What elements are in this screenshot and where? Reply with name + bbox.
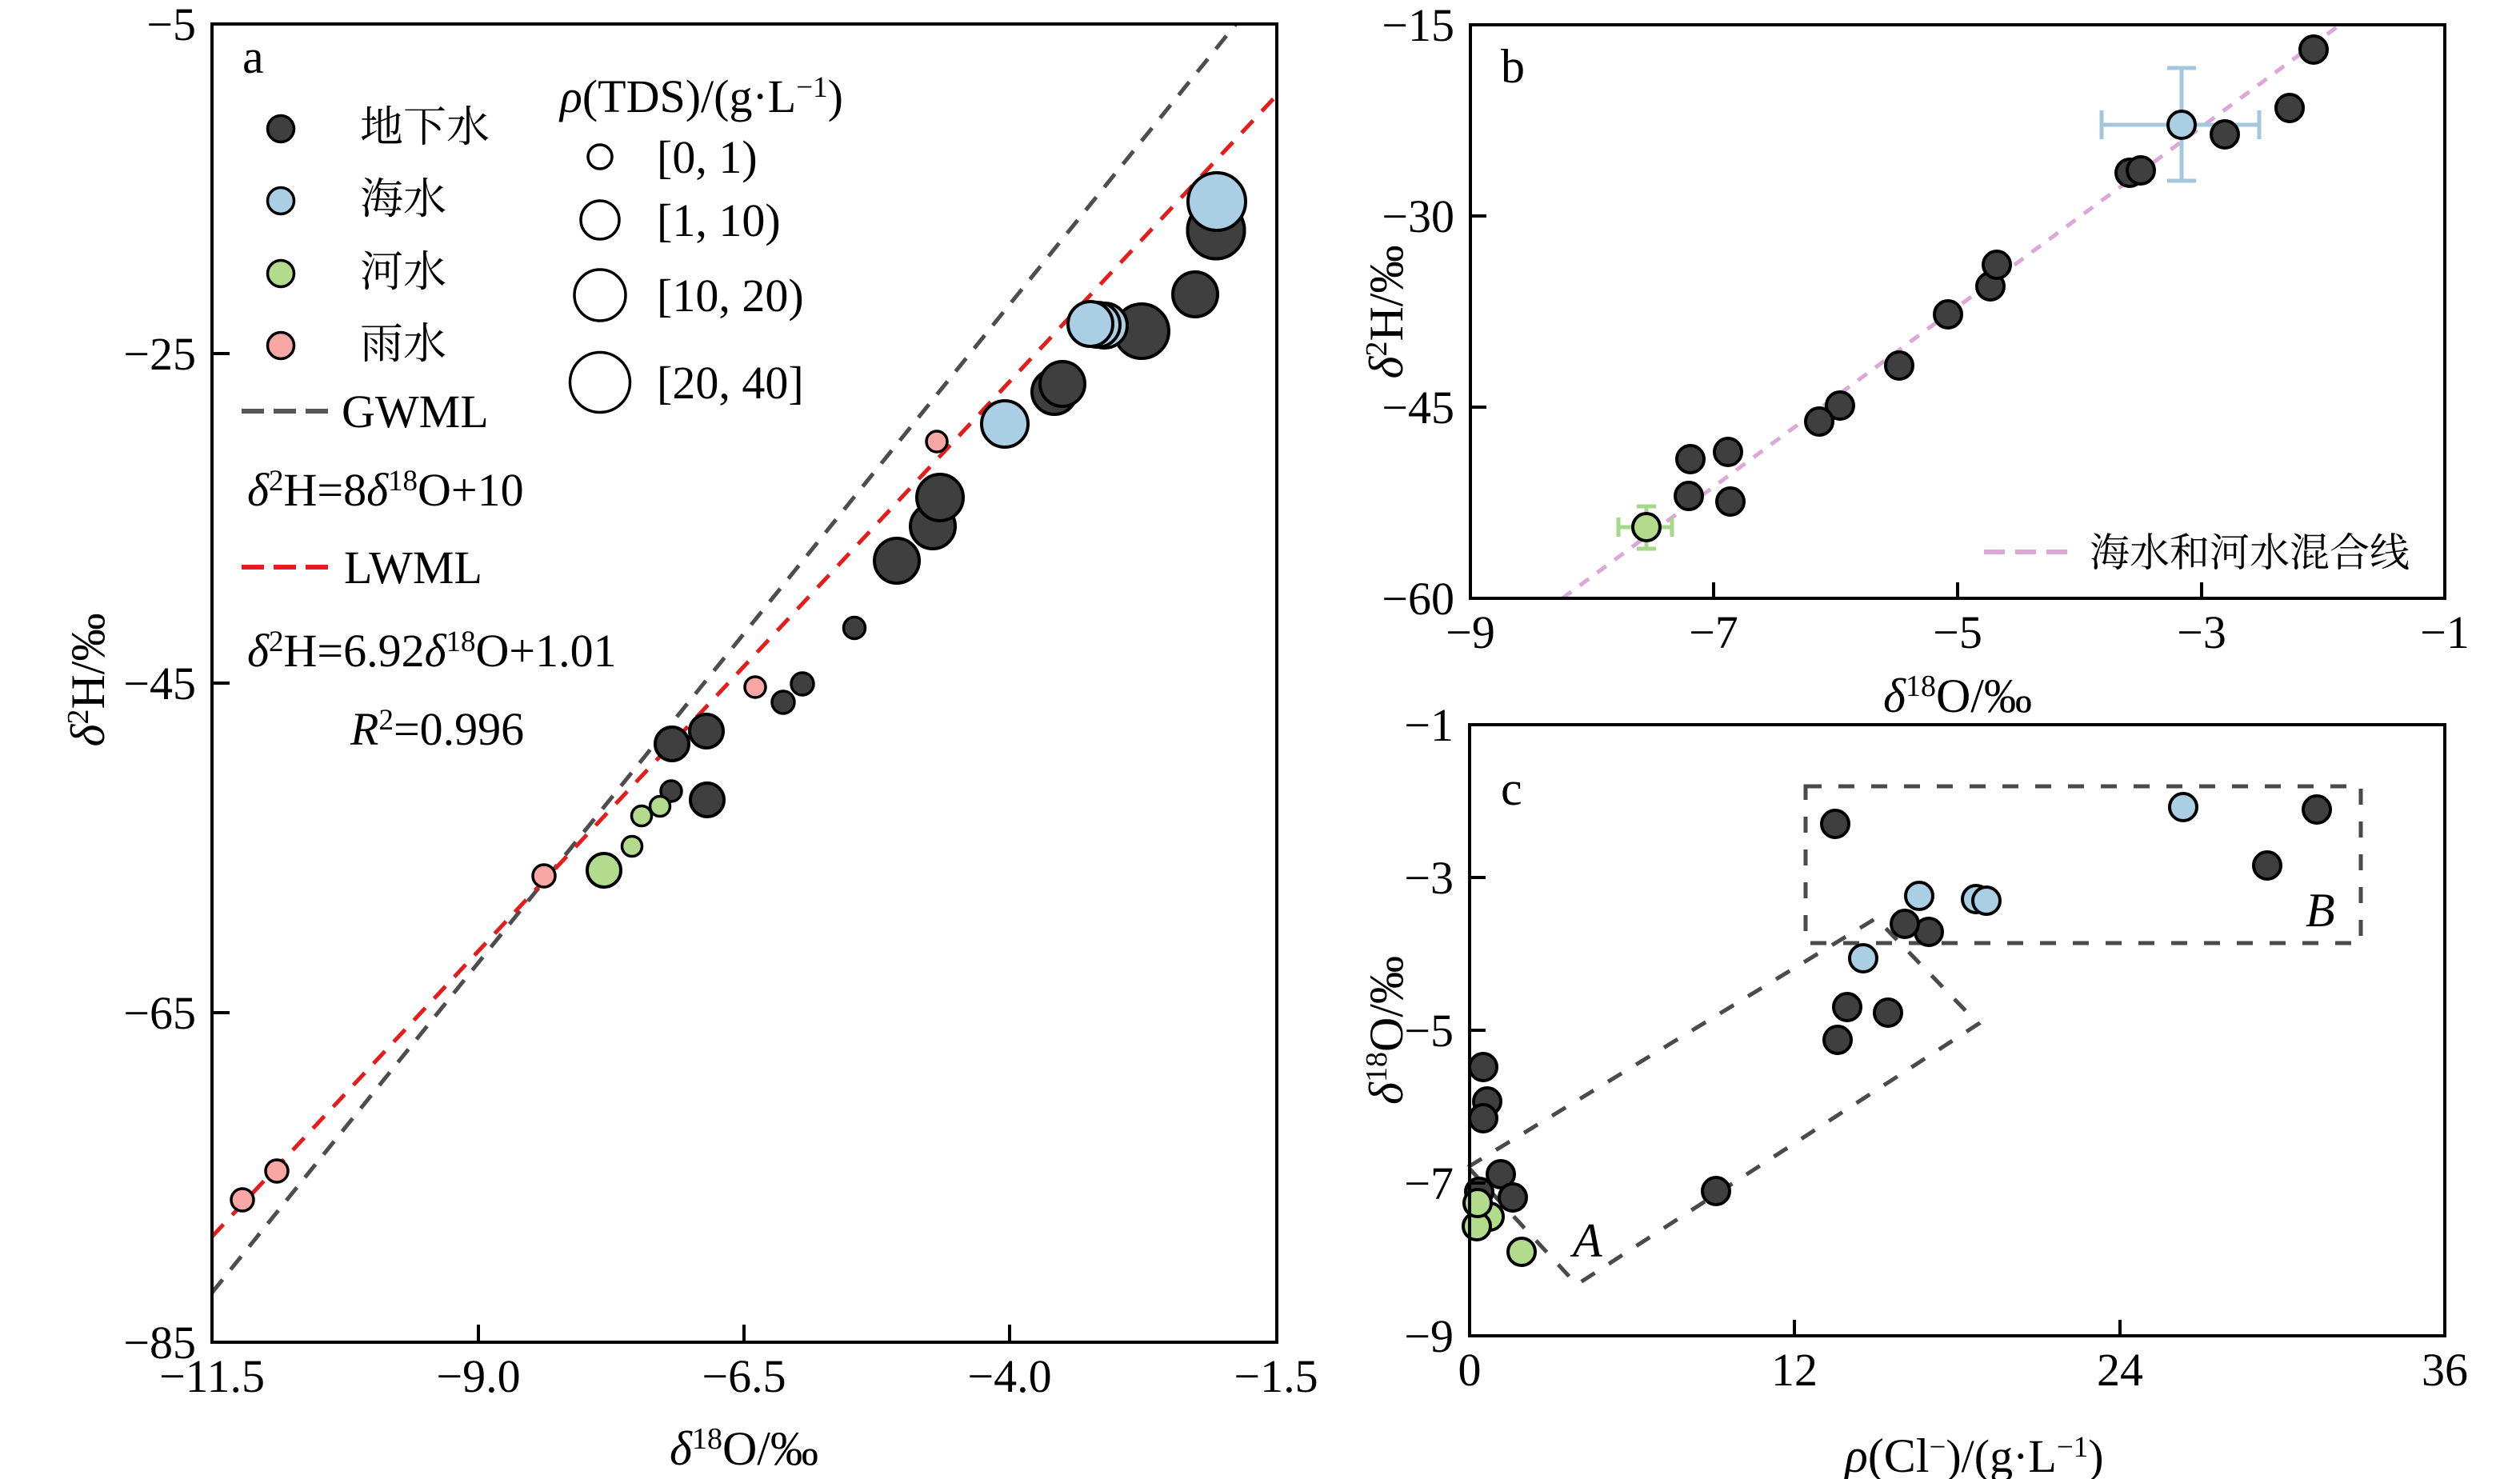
svg-text:0: 0 — [1458, 1344, 1482, 1396]
svg-text:δ2H=8δ18O+10: δ2H=8δ18O+10 — [247, 464, 524, 516]
svg-text:−45: −45 — [1382, 382, 1454, 434]
svg-text:−25: −25 — [123, 328, 196, 380]
svg-text:−30: −30 — [1382, 190, 1454, 242]
svg-text:−7: −7 — [1689, 606, 1738, 658]
svg-text:[20, 40]: [20, 40] — [657, 357, 804, 409]
svg-text:−5: −5 — [1404, 1005, 1454, 1057]
svg-text:−9: −9 — [1404, 1310, 1454, 1362]
svg-text:−45: −45 — [123, 658, 196, 710]
svg-text:−1: −1 — [1404, 699, 1454, 751]
svg-text:GWML: GWML — [342, 386, 489, 438]
svg-text:−9.0: −9.0 — [436, 1350, 520, 1402]
svg-text:c: c — [1501, 762, 1522, 815]
svg-text:−1.5: −1.5 — [1234, 1350, 1318, 1402]
svg-text:−1: −1 — [2420, 606, 2470, 658]
svg-text:24: 24 — [2097, 1344, 2143, 1396]
svg-text:−15: −15 — [1382, 0, 1454, 51]
svg-text:[1, 10): [1, 10) — [657, 194, 781, 246]
svg-text:ρ(Cl−)/(g·L−1): ρ(Cl−)/(g·L−1) — [1843, 1429, 2104, 1479]
svg-text:δ18O/‰: δ18O/‰ — [670, 1422, 818, 1475]
svg-text:[10, 20): [10, 20) — [657, 270, 804, 322]
svg-text:a: a — [242, 30, 264, 83]
svg-text:[0, 1): [0, 1) — [657, 131, 758, 183]
svg-text:−85: −85 — [123, 1317, 196, 1369]
svg-text:−7: −7 — [1404, 1157, 1454, 1209]
svg-text:36: 36 — [2422, 1344, 2468, 1396]
svg-text:−65: −65 — [123, 987, 196, 1039]
svg-text:δ18O/‰: δ18O/‰ — [1883, 670, 2032, 722]
svg-text:B: B — [2306, 884, 2335, 937]
svg-text:δ18O/‰: δ18O/‰ — [1360, 956, 1413, 1105]
svg-text:δ2H/‰: δ2H/‰ — [1360, 246, 1413, 379]
svg-text:ρ(TDS)/(g·L−1): ρ(TDS)/(g·L−1) — [558, 70, 843, 122]
svg-text:δ2H/‰: δ2H/‰ — [62, 614, 114, 747]
svg-text:−4.0: −4.0 — [967, 1350, 1051, 1402]
svg-text:−5: −5 — [146, 0, 196, 50]
svg-text:−11.5: −11.5 — [159, 1350, 265, 1402]
svg-text:−3: −3 — [1404, 852, 1454, 904]
svg-text:−6.5: −6.5 — [702, 1350, 786, 1402]
svg-text:A: A — [1570, 1214, 1602, 1267]
svg-text:LWML: LWML — [344, 542, 482, 594]
svg-text:−9: −9 — [1446, 606, 1495, 658]
svg-text:−5: −5 — [1933, 606, 1982, 658]
svg-text:b: b — [1501, 40, 1525, 93]
svg-text:12: 12 — [1771, 1344, 1818, 1396]
svg-text:−3: −3 — [2177, 606, 2226, 658]
svg-text:δ2H=6.92δ18O+1.01: δ2H=6.92δ18O+1.01 — [247, 625, 617, 677]
svg-text:−60: −60 — [1382, 573, 1454, 625]
svg-text:R2=0.996: R2=0.996 — [350, 703, 524, 755]
